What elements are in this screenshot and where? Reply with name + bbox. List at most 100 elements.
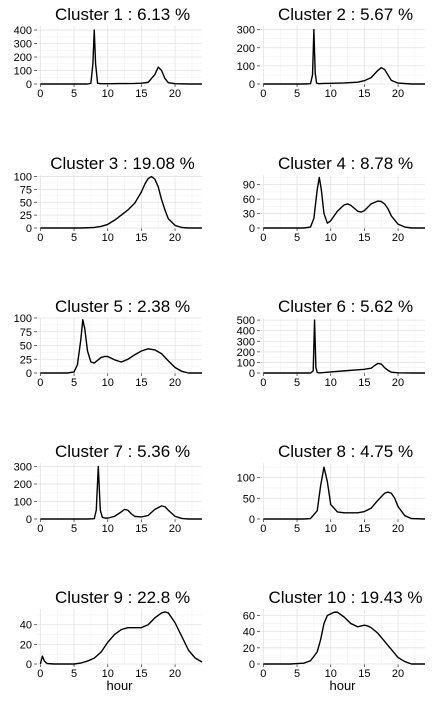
y-tick-label: 50 [243,493,255,505]
y-tick-label: 60 [243,194,255,206]
y-tick-label: 500 [237,315,255,327]
cluster-panel: 0 5 10 15 20 0 20 40 Cluster 9 : 22.8 % hour [20,588,203,693]
y-tick-label: 0 [26,368,32,380]
x-tick-label: 20 [392,668,404,680]
y-tick-label: 0 [249,368,255,380]
y-tick-label: 0 [249,79,255,91]
y-tick-label: 30 [243,209,255,221]
x-tick-label: 15 [135,232,147,244]
x-tick-label: 0 [37,668,43,680]
x-tick-label: 10 [325,232,337,244]
x-tick-label: 20 [169,523,181,535]
x-tick-label: 0 [260,523,266,535]
x-tick-label: 5 [71,88,77,100]
x-tick-label: 20 [169,232,181,244]
y-tick-label: 90 [243,180,255,192]
x-tick-label: 20 [392,232,404,244]
y-tick-label: 300 [14,462,32,474]
panel-title: Cluster 3 : 19.08 % [50,154,195,173]
x-axis-title: hour [329,678,356,693]
x-axis-title: hour [106,678,133,693]
panel-title: Cluster 5 : 2.38 % [55,297,190,316]
y-tick-label: 75 [20,184,32,196]
x-tick-label: 5 [71,377,77,389]
x-tick-label: 5 [294,523,300,535]
y-tick-label: 0 [249,659,255,671]
x-tick-label: 0 [260,668,266,680]
y-tick-label: 20 [243,643,255,655]
y-tick-label: 20 [20,639,32,651]
x-tick-label: 15 [135,88,147,100]
y-tick-label: 100 [14,66,32,78]
panel-title: Cluster 4 : 8.78 % [278,154,413,173]
density-curve [39,611,203,665]
x-tick-label: 15 [135,377,147,389]
x-tick-label: 15 [135,523,147,535]
density-curve [263,28,425,85]
x-tick-label: 0 [260,377,266,389]
x-tick-label: 20 [392,377,404,389]
x-tick-label: 10 [102,668,114,680]
y-tick-label: 400 [14,25,32,37]
y-tick-label: 400 [237,326,255,338]
x-tick-label: 15 [358,377,370,389]
y-tick-label: 200 [14,52,32,64]
y-tick-label: 100 [14,313,32,325]
panel-title: Cluster 10 : 19.43 % [268,588,422,607]
x-tick-label: 10 [325,668,337,680]
y-tick-label: 100 [237,61,255,73]
y-tick-label: 50 [20,197,32,209]
x-tick-label: 5 [294,377,300,389]
x-tick-label: 5 [294,232,300,244]
x-tick-label: 0 [37,232,43,244]
x-tick-label: 20 [392,523,404,535]
y-tick-label: 200 [14,479,32,491]
cluster-panel: 0 5 10 15 20 0 50 100 Cluster 8 : 4.75 % [237,442,426,535]
x-tick-label: 10 [102,523,114,535]
density-curve [263,176,425,229]
y-tick-label: 0 [26,514,32,526]
density-curve [40,175,202,229]
x-tick-label: 10 [102,232,114,244]
x-tick-label: 0 [37,377,43,389]
y-tick-label: 100 [14,497,32,509]
x-tick-label: 15 [358,88,370,100]
density-curve [40,465,202,520]
panel-title: Cluster 1 : 6.13 % [55,5,190,24]
y-tick-label: 0 [249,514,255,526]
density-curve [263,466,426,520]
x-tick-label: 20 [169,88,181,100]
x-tick-label: 15 [358,668,370,680]
y-tick-label: 40 [243,627,255,639]
y-tick-label: 50 [20,341,32,353]
y-tick-label: 75 [20,327,32,339]
density-curve [40,318,202,374]
x-tick-label: 10 [325,377,337,389]
y-tick-label: 100 [237,473,255,485]
x-tick-label: 5 [294,88,300,100]
panel-title: Cluster 7 : 5.36 % [55,442,190,461]
y-tick-label: 0 [26,79,32,91]
y-tick-label: 100 [237,357,255,369]
x-tick-label: 10 [102,88,114,100]
cluster-panel: 0 5 10 15 20 0 20 40 60 Cluster 10 : 19.43 % hour [243,588,425,693]
y-tick-label: 60 [243,610,255,622]
y-tick-label: 0 [26,223,32,235]
y-tick-label: 25 [20,354,32,366]
x-tick-label: 20 [169,668,181,680]
cluster-panel: 0 5 10 15 20 0 30 60 90 Cluster 4 : 8.78 % [243,154,425,244]
y-tick-label: 25 [20,210,32,222]
x-tick-label: 0 [260,232,266,244]
x-tick-label: 0 [37,523,43,535]
y-tick-label: 300 [237,25,255,37]
x-tick-label: 10 [102,377,114,389]
x-tick-label: 15 [358,232,370,244]
x-tick-label: 5 [71,668,77,680]
x-tick-label: 20 [169,377,181,389]
